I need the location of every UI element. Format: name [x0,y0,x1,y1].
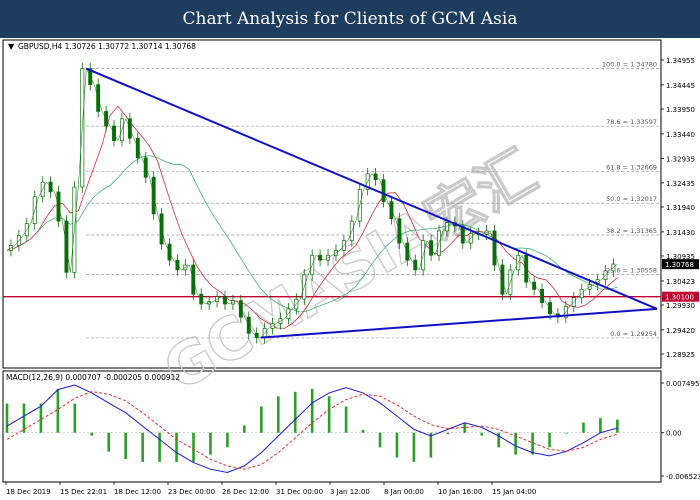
macd-hist-bar [39,403,43,433]
time-tick-label: 23 Dec 00:00 [168,488,215,496]
macd-hist-bar [192,432,195,462]
current-price-tag [662,259,699,270]
price-tick-label: 1.33950 [666,106,695,114]
symbol-info: GBPUSD,H4 1.30726 1.30772 1.30714 1.3076… [18,42,196,51]
macd-tick-label: 0.007495 [666,380,699,388]
macd-hist-bar [22,403,26,433]
macd-hist-bar [209,432,212,455]
ma-fast-line [6,105,618,329]
price-tick-label: 1.31940 [666,204,695,212]
macd-label: MACD(12,26,9) 0.000707 -0.000205 0.00091… [6,373,180,382]
macd-hist-bar [361,429,365,433]
fib-label: 100.0 = 1.34780 [602,61,657,69]
price-axis: 1.34955 1.34445 1.33950 1.33440 1.32935 1.324… [661,57,699,359]
price-tick-label: 1.29930 [666,302,695,310]
support-price-label: 1.30100 [665,294,694,302]
current-price-label: 1.30768 [665,261,694,269]
macd-hist-bar [73,403,77,433]
macd-hist-bar [412,432,416,462]
time-tick-label: 8 Jan 00:00 [384,488,424,496]
price-line [6,67,618,339]
macd-hist-bar [226,432,229,448]
macd-hist-bar [548,432,551,448]
fib-label: 38.2 = 1.31365 [606,227,657,235]
price-tick-label: 1.34955 [666,57,695,65]
price-tick-label: 1.31430 [666,229,695,237]
macd-hist-bar [107,432,111,452]
macd-hist-bar [141,432,144,462]
macd-hist-bar [395,432,399,458]
price-tick-label: 1.28925 [666,351,695,359]
time-tick-label: 15 Dec 22:01 [60,488,107,496]
macd-hist-bar [124,432,127,459]
triangle-pattern [85,67,658,339]
macd-hist-bar [243,425,246,433]
macd-line [6,384,618,474]
ma-slow-line [6,155,618,313]
macd-hist-bar [158,432,161,462]
macd-hist-bar [497,432,500,448]
macd-hist-bar [531,432,534,455]
macd-hist-bar [446,432,450,435]
price-tick-label: 1.30423 [666,278,695,286]
fib-label: 23.6 = 1.30558 [606,266,657,274]
macd-indicator: 0.007495 0.00 -0.006523 [3,380,700,481]
triangle-upper-line [85,67,658,310]
time-tick-label: 18 Dec 12:00 [114,488,161,496]
macd-signal-line [6,391,618,470]
time-tick-label: 31 Dec 00:00 [276,488,323,496]
macd-hist-bar [310,388,314,433]
macd-hist-bar [480,432,484,436]
time-tick-label: 3 Jan 12:00 [330,488,370,496]
support-price-tag [662,291,699,302]
time-tick-label: 26 Dec 12:00 [222,488,269,496]
price-tick-label: 1.30935 [666,253,695,261]
macd-hist-bar [260,406,263,433]
fib-label: 61.8 = 1.32669 [606,163,657,171]
macd-hist-bar [90,432,94,436]
price-candles [6,62,618,344]
macd-hist-bar [5,403,9,433]
time-tick-label: 15 Jan 04:00 [492,488,536,496]
macd-hist-bar [276,396,280,433]
macd-hist-bar [616,419,619,433]
macd-hist-bar [565,432,568,434]
macd-tick-label: -0.006523 [666,473,700,481]
price-tick-label: 1.29420 [666,327,695,335]
price-tick-label: 1.32435 [666,180,695,188]
macd-hist-bar [293,391,297,433]
chart-title-banner: Chart Analysis for Clients of GCM Asia [0,0,700,38]
fib-label: 0.0 = 1.29254 [610,330,657,338]
time-tick-label: 10 Jan 16:00 [438,488,482,496]
price-tick-label: 1.32935 [666,155,695,163]
macd-panel [2,370,662,483]
chart-title: Chart Analysis for Clients of GCM Asia [182,9,518,29]
macd-hist-bar [514,432,517,455]
macd-hist-bar [463,422,467,433]
macd-hist-bar [344,406,348,433]
macd-tick-label: 0.00 [666,430,682,438]
macd-hist-bar [378,432,382,448]
macd-hist-bar [56,388,60,433]
macd-hist-bar [582,422,585,433]
macd-hist-bar [327,396,331,433]
fib-label: 50.0 = 1.32017 [606,195,657,203]
triangle-lower-line [260,307,658,339]
moving-averages [6,105,618,329]
fibonacci-levels: 100.0 = 1.34780 78.6 = 1.33597 61.8 = 1.32… [86,61,661,339]
macd-hist-bar [175,432,178,462]
price-tick-label: 1.34445 [666,82,695,90]
time-tick-label: 18 Dec 2019 [6,488,51,496]
price-tick-label: 1.33440 [666,131,695,139]
symbol-dropdown-icon[interactable]: ▼ [8,42,15,51]
macd-hist-bar [599,418,602,433]
macd-hist-bar [429,432,433,458]
time-axis: 18 Dec 2019 15 Dec 22:01 18 Dec 12:00 23 De… [5,482,536,496]
fib-label: 78.6 = 1.33597 [606,118,657,126]
